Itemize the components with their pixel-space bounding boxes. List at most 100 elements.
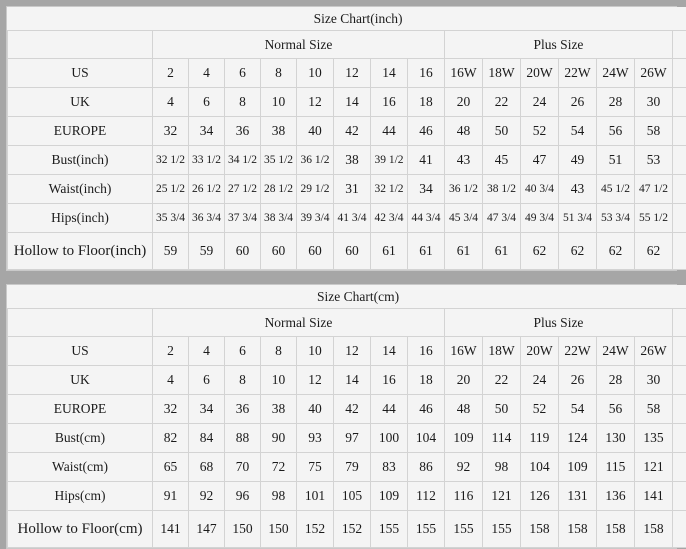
table-cell: 152 <box>297 511 334 548</box>
table-cell: 22W <box>559 59 597 88</box>
table-cell-spacer <box>673 424 686 453</box>
table-cell: 27 1/2 <box>225 175 261 204</box>
table-cell: 38 <box>334 146 371 175</box>
table-cell: 59 <box>189 233 225 270</box>
table-cell: 16 <box>371 88 408 117</box>
table-cell: 12 <box>334 59 371 88</box>
table-cell: 101 <box>297 482 334 511</box>
table-cell: 44 <box>371 395 408 424</box>
table-cell: 38 <box>261 117 297 146</box>
table-cell: 40 <box>297 395 334 424</box>
table-cell-spacer <box>673 59 686 88</box>
table-cell: 32 <box>153 395 189 424</box>
table-cell: 62 <box>635 233 673 270</box>
table-cell: 72 <box>261 453 297 482</box>
table-cell: 45 3/4 <box>445 204 483 233</box>
table-cell: 104 <box>408 424 445 453</box>
table-cell: 33 1/2 <box>189 146 225 175</box>
table-cell: 51 3/4 <box>559 204 597 233</box>
row-label: Hips(inch) <box>8 204 153 233</box>
group-header-label: Normal Size <box>153 31 445 59</box>
table-cell: 8 <box>261 59 297 88</box>
table-cell: 152 <box>334 511 371 548</box>
table-cell: 26 <box>559 366 597 395</box>
table-cell: 2 <box>153 59 189 88</box>
table-cell: 4 <box>189 337 225 366</box>
table-cell: 34 1/2 <box>225 146 261 175</box>
table-cell: 36 <box>225 117 261 146</box>
row-label: Hollow to Floor(inch) <box>8 233 153 270</box>
table-cell: 155 <box>445 511 483 548</box>
table-cell: 29 1/2 <box>297 175 334 204</box>
row-label: Waist(cm) <box>8 453 153 482</box>
table-cell: 41 3/4 <box>334 204 371 233</box>
table-cell: 36 3/4 <box>189 204 225 233</box>
table-cell: 155 <box>371 511 408 548</box>
table-cell: 92 <box>445 453 483 482</box>
table-cell: 14 <box>371 59 408 88</box>
table-cell: 84 <box>189 424 225 453</box>
table-cell: 141 <box>635 482 673 511</box>
table-cell: 24W <box>597 59 635 88</box>
table-cell: 121 <box>635 453 673 482</box>
table-cell: 30 <box>635 88 673 117</box>
table-cell: 8 <box>225 88 261 117</box>
table-cell-spacer <box>673 511 686 548</box>
table-cell: 52 <box>521 395 559 424</box>
table-cell: 38 1/2 <box>483 175 521 204</box>
table-cell: 35 1/2 <box>261 146 297 175</box>
table-cell: 59 <box>153 233 189 270</box>
table-cell: 40 3/4 <box>521 175 559 204</box>
table-cell: 20W <box>521 59 559 88</box>
table-cell: 28 1/2 <box>261 175 297 204</box>
table-cell: 49 <box>559 146 597 175</box>
table-cell: 40 <box>297 117 334 146</box>
group-header-label: Plus Size <box>445 309 673 337</box>
row-label: Bust(cm) <box>8 424 153 453</box>
table-cell: 158 <box>521 511 559 548</box>
table-cell: 82 <box>153 424 189 453</box>
table-cell-spacer <box>673 395 686 424</box>
table-cell: 26 <box>559 88 597 117</box>
table-cell: 155 <box>483 511 521 548</box>
group-header-label: Plus Size <box>445 31 673 59</box>
table-cell: 86 <box>408 453 445 482</box>
table-cell: 47 1/2 <box>635 175 673 204</box>
table-cell: 24 <box>521 366 559 395</box>
table-cell: 26W <box>635 337 673 366</box>
table-cell: 36 1/2 <box>445 175 483 204</box>
table-cell: 61 <box>483 233 521 270</box>
table-cell: 43 <box>445 146 483 175</box>
table-cell: 16 <box>408 337 445 366</box>
row-label: US <box>8 59 153 88</box>
table-cell: 60 <box>261 233 297 270</box>
row-label: US <box>8 337 153 366</box>
table-cell: 51 <box>597 146 635 175</box>
table-cell: 65 <box>153 453 189 482</box>
table-cell-spacer <box>673 453 686 482</box>
table-cell: 41 <box>408 146 445 175</box>
table-cell: 158 <box>597 511 635 548</box>
table-cell: 61 <box>445 233 483 270</box>
table-cell: 70 <box>225 453 261 482</box>
group-header-spacer <box>673 31 686 59</box>
row-label: Hips(cm) <box>8 482 153 511</box>
table-cell: 147 <box>189 511 225 548</box>
table-cell-spacer <box>673 233 686 270</box>
table-cell: 14 <box>334 366 371 395</box>
table-cell: 109 <box>445 424 483 453</box>
table-cell-spacer <box>673 204 686 233</box>
table-cell: 18 <box>408 366 445 395</box>
table-cell: 90 <box>261 424 297 453</box>
table-cell-spacer <box>673 366 686 395</box>
